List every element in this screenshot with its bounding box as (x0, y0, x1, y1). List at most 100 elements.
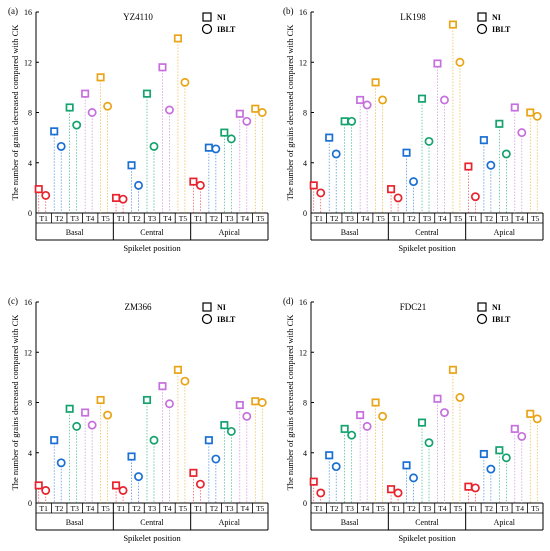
y-tick-label: 0 (303, 209, 307, 218)
ni-marker (127, 452, 136, 461)
y-tick-label: 4 (28, 449, 32, 458)
y-tick-label: 4 (28, 159, 32, 168)
group-label: Basal (66, 518, 85, 527)
ni-marker (464, 162, 473, 171)
x-tick-label: T5 (179, 504, 188, 513)
x-tick-label: T5 (101, 504, 110, 513)
y-tick-label: 12 (24, 58, 32, 67)
x-tick-label: T3 (70, 504, 79, 513)
ni-marker (433, 59, 442, 68)
y-tick-label: 8 (303, 109, 307, 118)
ni-marker (510, 424, 519, 433)
x-tick-label: T1 (194, 504, 203, 513)
panel-label: (c) (8, 296, 18, 306)
panel-label: (a) (8, 6, 18, 16)
iblt-marker (424, 438, 434, 448)
iblt-marker (440, 408, 449, 418)
ni-marker (34, 481, 43, 490)
x-tick-label: T5 (101, 214, 110, 223)
iblt-marker (331, 462, 341, 472)
x-tick-label: T1 (469, 504, 478, 513)
group-label: Basal (341, 518, 360, 527)
iblt-marker (87, 108, 97, 117)
iblt-marker (316, 188, 326, 198)
iblt-marker (87, 420, 97, 430)
iblt-marker (195, 479, 205, 489)
x-tick-label: T4 (516, 214, 525, 223)
ni-marker (81, 408, 90, 417)
iblt-marker (393, 488, 403, 498)
group-label: Apical (219, 518, 241, 527)
ni-marker (50, 127, 59, 136)
legend-square-icon (477, 12, 487, 22)
iblt-marker (440, 95, 449, 105)
x-tick-label: T3 (225, 504, 234, 513)
iblt-marker (242, 411, 252, 421)
iblt-marker (56, 141, 66, 151)
ni-marker (142, 395, 152, 405)
iblt-marker (316, 488, 326, 498)
y-axis-label: The number of grains decreased compared … (10, 24, 20, 201)
x-tick-label: T1 (40, 504, 49, 513)
iblt-marker (195, 180, 205, 190)
legend-square-icon (477, 302, 487, 312)
chart-title: LK198 (400, 12, 426, 22)
ni-marker (356, 411, 365, 420)
ni-marker (173, 34, 182, 43)
x-tick-label: T2 (330, 214, 339, 223)
y-tick-label: 4 (303, 159, 307, 168)
iblt-marker (501, 149, 511, 159)
ni-marker (464, 482, 473, 491)
x-tick-label: T1 (315, 214, 324, 223)
x-tick-label: T4 (86, 214, 95, 223)
y-tick-label: 8 (28, 109, 32, 118)
ni-marker (127, 161, 136, 170)
y-axis-label: The number of grains decreased compared … (10, 314, 20, 491)
group-label: Basal (66, 228, 85, 237)
x-tick-label: T1 (469, 214, 478, 223)
x-axis-label: Spikelet position (398, 533, 456, 543)
iblt-marker (118, 194, 128, 204)
x-tick-label: T5 (256, 504, 265, 513)
chart-title: YZ4110 (123, 12, 153, 22)
y-tick-label: 12 (299, 348, 307, 357)
ni-marker (34, 185, 43, 194)
iblt-marker (331, 149, 341, 159)
iblt-marker (242, 116, 252, 126)
ni-marker (158, 63, 167, 72)
x-tick-label: T3 (423, 214, 432, 223)
iblt-marker (180, 77, 190, 87)
chart-title: ZM366 (125, 302, 153, 312)
iblt-marker (347, 116, 357, 126)
x-tick-label: T4 (241, 214, 250, 223)
x-axis-label: Spikelet position (398, 243, 456, 253)
legend-label: NI (492, 13, 501, 22)
x-tick-label: T2 (55, 504, 64, 513)
iblt-marker (470, 192, 480, 202)
x-tick-label: T4 (163, 504, 172, 513)
ni-marker (340, 424, 349, 433)
ni-marker (235, 109, 244, 118)
x-tick-label: T4 (361, 214, 370, 223)
iblt-marker (257, 108, 267, 117)
legend-label: NI (492, 303, 501, 312)
x-tick-label: T3 (345, 214, 354, 223)
y-axis-label: The number of grains decreased compared … (285, 314, 295, 491)
iblt-marker (180, 376, 190, 386)
x-tick-label: T5 (256, 214, 265, 223)
ni-marker (220, 128, 229, 137)
x-tick-label: T3 (148, 214, 157, 223)
iblt-marker (165, 399, 174, 409)
legend-label: IBLT (492, 25, 511, 34)
y-tick-label: 16 (24, 298, 32, 307)
ni-marker (356, 95, 365, 104)
iblt-marker (378, 95, 388, 105)
iblt-marker (486, 160, 496, 170)
ni-marker (65, 404, 74, 413)
group-label: Central (415, 518, 439, 527)
x-tick-label: T2 (407, 504, 416, 513)
ni-marker (479, 136, 488, 145)
iblt-marker (211, 144, 221, 154)
ni-marker (371, 398, 380, 407)
